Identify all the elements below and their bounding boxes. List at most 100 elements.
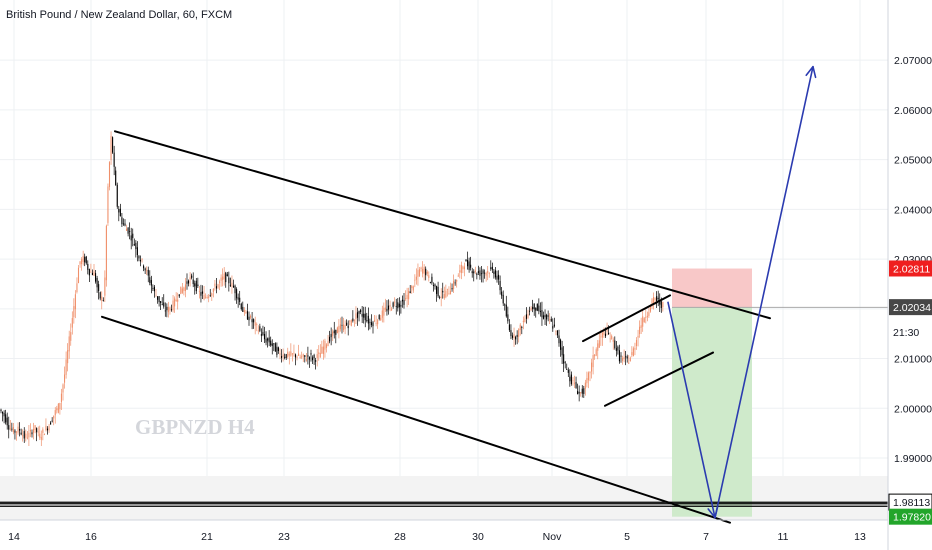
candle-body	[229, 284, 231, 286]
candle-body	[401, 299, 403, 302]
candle-body	[544, 314, 546, 318]
y-tick-label: 1.99000	[894, 453, 932, 465]
candle-body	[312, 357, 314, 361]
candle-body	[70, 332, 72, 341]
projection-down-line[interactable]	[667, 301, 716, 519]
candle-body	[586, 378, 588, 384]
candle-body	[539, 310, 541, 313]
candle-body	[625, 356, 627, 358]
candle-body	[353, 319, 355, 321]
candle-body	[157, 296, 159, 300]
candle-body	[566, 369, 568, 370]
candle-body	[279, 353, 281, 355]
candle-body	[87, 263, 89, 270]
candle-body	[29, 429, 31, 432]
candle-body	[73, 306, 75, 318]
candle-body	[445, 290, 447, 298]
candle-body	[408, 290, 410, 300]
candle-body	[174, 298, 176, 307]
candle-body	[642, 316, 644, 327]
candle-body	[635, 340, 638, 347]
candle-body	[502, 294, 504, 304]
candle-body	[20, 432, 22, 435]
candle-body	[329, 336, 331, 342]
candle-body	[538, 305, 540, 312]
candle-body	[170, 309, 173, 311]
y-tick-label: 2.01000	[894, 354, 932, 366]
candle-body	[546, 314, 548, 320]
candle-body	[459, 270, 461, 273]
candle-body	[406, 294, 408, 299]
candle-body	[203, 294, 205, 300]
candle-body	[553, 324, 555, 327]
candle-body	[23, 431, 25, 439]
candle-body	[632, 348, 634, 357]
candle-body	[177, 299, 179, 302]
candle-body	[411, 285, 413, 289]
candle-body	[375, 322, 377, 324]
candle-body	[175, 299, 177, 302]
candle-body	[485, 272, 487, 276]
candle-body	[460, 264, 462, 273]
rising-wedge-upper-line[interactable]	[582, 294, 671, 343]
candle-body	[324, 340, 326, 350]
candle-body	[17, 426, 19, 433]
candle-body	[391, 308, 393, 311]
candle-body	[260, 334, 262, 336]
candle-body	[372, 322, 374, 327]
candle-body	[290, 351, 292, 356]
candle-body	[219, 281, 221, 284]
x-tick-label: 16	[85, 531, 97, 543]
candle-body	[392, 302, 394, 307]
candle-body	[90, 271, 92, 273]
projection-up-line[interactable]	[714, 65, 814, 519]
candle-body	[122, 223, 124, 225]
candle-body	[167, 307, 169, 313]
price-axis[interactable]: 1.990002.000002.010002.020002.030002.040…	[894, 55, 932, 465]
candle-body	[629, 357, 631, 362]
chart-drawings[interactable]	[101, 65, 817, 524]
candle-body	[1, 412, 4, 414]
candle-body	[273, 343, 275, 345]
candle-body	[46, 428, 49, 431]
candle-body	[501, 291, 503, 296]
horizontal-levels	[0, 501, 888, 507]
y-tick-label: 2.00000	[894, 403, 932, 415]
candle-body	[547, 315, 549, 317]
candle-body	[400, 304, 402, 307]
candle-body	[84, 256, 86, 263]
candle-body	[50, 422, 52, 425]
candle-body	[259, 326, 261, 331]
channel-upper-line[interactable]	[114, 130, 771, 320]
candle-body	[606, 330, 608, 332]
candle-body	[25, 433, 27, 438]
candle-body	[449, 290, 452, 295]
candle-body	[555, 330, 557, 332]
candle-body	[611, 335, 613, 339]
x-tick-label: Nov	[543, 531, 562, 543]
time-axis[interactable]: 14 16 21 23 28 30 Nov 5 7 11 13	[8, 531, 866, 543]
candle-body	[448, 293, 450, 295]
candle-body	[417, 270, 419, 277]
candle-body	[318, 352, 320, 354]
candle-body	[121, 217, 123, 225]
candle-body	[236, 289, 238, 299]
candle-body	[14, 430, 16, 433]
candle-body	[274, 343, 276, 352]
candle-body	[48, 426, 50, 431]
candle-body	[181, 288, 183, 293]
channel-lower-line[interactable]	[101, 315, 731, 524]
rising-wedge-lower-line[interactable]	[604, 351, 714, 407]
candle-body	[43, 434, 45, 435]
candle-body	[242, 306, 244, 312]
candle-body	[0, 409, 2, 412]
candle-body	[653, 297, 655, 305]
target-price-badge-text: 1.97820	[893, 512, 931, 524]
x-tick-label: 13	[854, 531, 866, 543]
candle-body	[589, 372, 591, 374]
candle-body	[654, 298, 656, 300]
candle-body	[484, 272, 486, 274]
candle-body	[263, 334, 266, 340]
lower-shaded-band	[0, 476, 888, 520]
